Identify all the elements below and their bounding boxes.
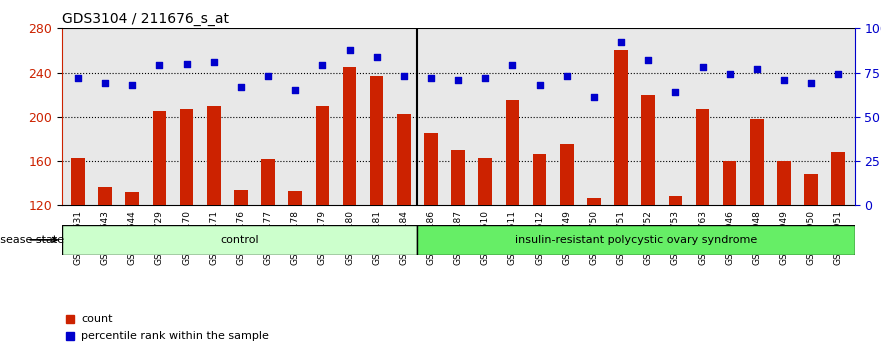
Point [315, 63, 329, 68]
Point [559, 73, 574, 79]
Bar [207, 106, 220, 205]
Bar [424, 133, 438, 205]
Point [614, 40, 628, 45]
Bar [180, 109, 193, 205]
Point [70, 75, 85, 81]
Bar [397, 114, 411, 205]
Bar [696, 109, 709, 205]
Bar [804, 174, 818, 205]
Point [750, 66, 764, 72]
Point [233, 84, 248, 90]
Point [832, 72, 846, 77]
Bar [587, 198, 601, 205]
Point [777, 77, 791, 82]
Bar [533, 154, 546, 205]
Bar [343, 67, 356, 205]
Point [478, 75, 492, 81]
Point [370, 54, 384, 59]
Point [125, 82, 139, 88]
Bar [234, 190, 248, 205]
Point [587, 95, 601, 100]
Point [804, 80, 818, 86]
Text: disease state: disease state [0, 235, 64, 245]
Bar [777, 161, 791, 205]
Bar [370, 76, 383, 205]
Bar [750, 119, 764, 205]
Bar [560, 144, 574, 205]
Point [669, 89, 683, 95]
Point [695, 64, 709, 70]
Text: percentile rank within the sample: percentile rank within the sample [81, 331, 270, 341]
FancyBboxPatch shape [417, 225, 855, 255]
Text: count: count [81, 314, 113, 324]
Bar [262, 159, 275, 205]
Bar [71, 158, 85, 205]
Point [641, 57, 655, 63]
Bar [506, 100, 519, 205]
Text: GDS3104 / 211676_s_at: GDS3104 / 211676_s_at [62, 12, 229, 26]
Bar [125, 192, 139, 205]
Bar [152, 111, 167, 205]
Point [180, 61, 194, 67]
Text: insulin-resistant polycystic ovary syndrome: insulin-resistant polycystic ovary syndr… [515, 235, 757, 245]
Point [261, 73, 275, 79]
Point [396, 73, 411, 79]
Point [532, 82, 546, 88]
Bar [288, 191, 302, 205]
Point [152, 63, 167, 68]
Point [288, 87, 302, 93]
Text: control: control [220, 235, 259, 245]
Point [343, 47, 357, 52]
Point [506, 63, 520, 68]
Bar [832, 152, 845, 205]
Point [722, 72, 737, 77]
Bar [614, 50, 628, 205]
Point [98, 80, 112, 86]
Point [451, 77, 465, 82]
Bar [723, 161, 737, 205]
Bar [315, 106, 329, 205]
Point [207, 59, 221, 65]
Bar [669, 196, 682, 205]
Bar [99, 187, 112, 205]
Bar [478, 158, 492, 205]
Point [424, 75, 438, 81]
FancyBboxPatch shape [62, 225, 417, 255]
Bar [451, 150, 465, 205]
Bar [641, 95, 655, 205]
